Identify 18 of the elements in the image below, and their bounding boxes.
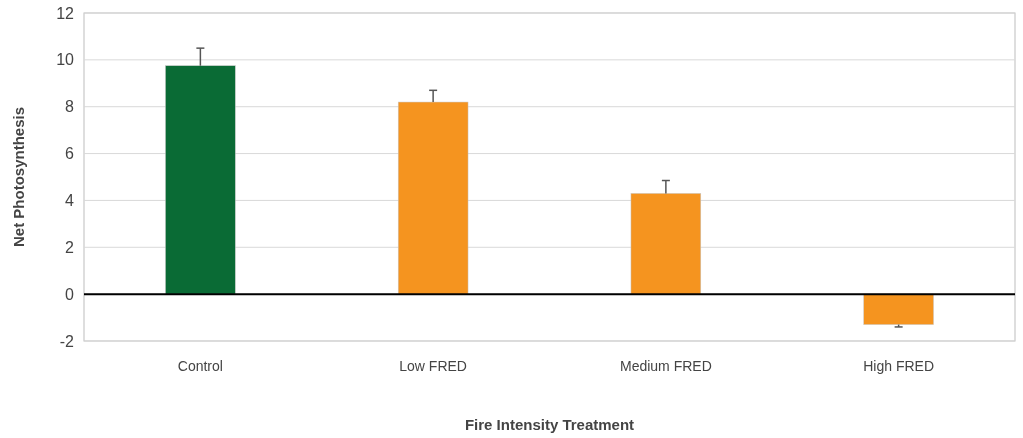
x-tick-label: Medium FRED bbox=[619, 358, 712, 374]
bar bbox=[863, 293, 934, 325]
y-tick-label: 8 bbox=[65, 98, 75, 116]
y-tick-label: 6 bbox=[65, 145, 75, 163]
y-tick-label: 12 bbox=[56, 4, 75, 22]
bar bbox=[165, 65, 236, 295]
y-tick-label: 0 bbox=[65, 285, 75, 303]
x-tick-label: Low FRED bbox=[399, 358, 467, 374]
x-axis-title: Fire Intensity Treatment bbox=[464, 416, 635, 433]
x-tick-label: High FRED bbox=[863, 358, 935, 374]
y-tick-label: 2 bbox=[65, 238, 75, 256]
x-tick-label: Control bbox=[177, 358, 223, 374]
y-tick-label: 10 bbox=[56, 51, 75, 69]
y-axis-title: Net Photosynthesis bbox=[10, 106, 27, 248]
y-tick-label: -2 bbox=[59, 332, 75, 350]
y-tick-label: 4 bbox=[65, 192, 75, 210]
bar bbox=[397, 101, 469, 295]
bar bbox=[630, 193, 702, 295]
